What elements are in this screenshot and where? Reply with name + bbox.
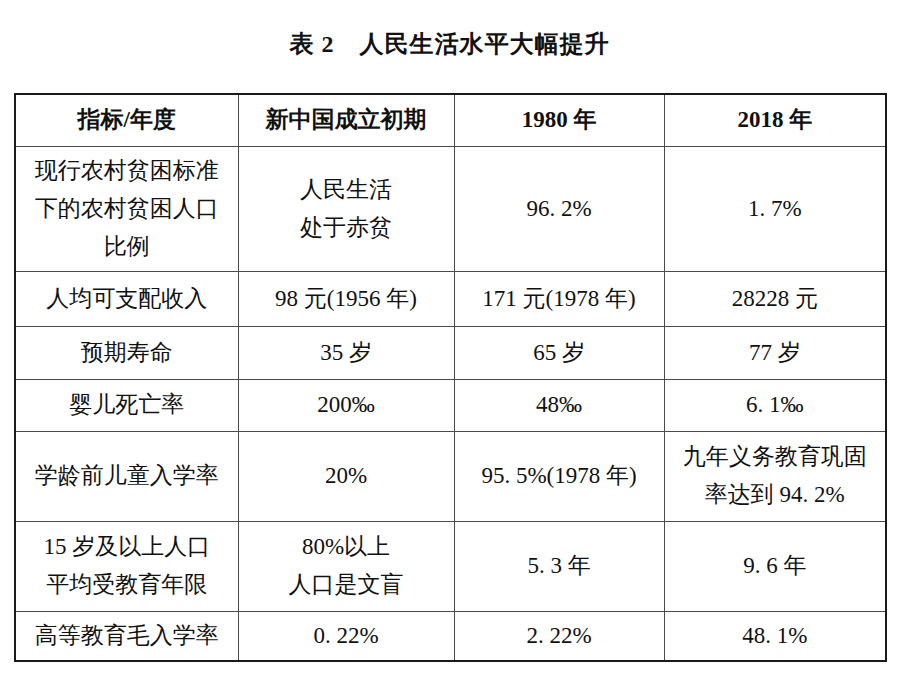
value-cell: 48‰	[454, 379, 664, 431]
table-row: 预期寿命 35 岁 65 岁 77 岁	[15, 326, 886, 379]
living-standards-table: 指标/年度 新中国成立初期 1980 年 2018 年 现行农村贫困标准 下的农…	[14, 93, 887, 662]
value-cell: 200‰	[238, 379, 454, 431]
table-row: 现行农村贫困标准 下的农村贫困人口 比例 人民生活 处于赤贫 96. 2% 1.…	[15, 146, 886, 271]
indicator-cell: 高等教育毛入学率	[15, 611, 238, 661]
table-row: 15 岁及以上人口 平均受教育年限 80%以上 人口是文盲 5. 3 年 9. …	[15, 521, 886, 611]
indicator-cell: 预期寿命	[15, 326, 238, 379]
indicator-cell: 15 岁及以上人口 平均受教育年限	[15, 521, 238, 611]
table-row: 人均可支配收入 98 元(1956 年) 171 元(1978 年) 28228…	[15, 271, 886, 326]
value-cell: 98 元(1956 年)	[238, 271, 454, 326]
indicator-cell: 婴儿死亡率	[15, 379, 238, 431]
indicator-cell: 人均可支配收入	[15, 271, 238, 326]
value-cell: 九年义务教育巩固 率达到 94. 2%	[664, 431, 886, 521]
document-page: 表 2 人民生活水平大幅提升 指标/年度 新中国成立初期 1980 年 2018…	[0, 0, 899, 678]
value-cell: 35 岁	[238, 326, 454, 379]
header-cell-indicator: 指标/年度	[15, 94, 238, 146]
header-cell-2018: 2018 年	[664, 94, 886, 146]
value-cell: 人民生活 处于赤贫	[238, 146, 454, 271]
table-row: 婴儿死亡率 200‰ 48‰ 6. 1‰	[15, 379, 886, 431]
table-row: 学龄前儿童入学率 20% 95. 5%(1978 年) 九年义务教育巩固 率达到…	[15, 431, 886, 521]
value-cell: 28228 元	[664, 271, 886, 326]
value-cell: 48. 1%	[664, 611, 886, 661]
indicator-cell: 学龄前儿童入学率	[15, 431, 238, 521]
value-cell: 20%	[238, 431, 454, 521]
indicator-cell: 现行农村贫困标准 下的农村贫困人口 比例	[15, 146, 238, 271]
value-cell: 5. 3 年	[454, 521, 664, 611]
value-cell: 96. 2%	[454, 146, 664, 271]
table-title: 表 2 人民生活水平大幅提升	[0, 28, 899, 60]
value-cell: 77 岁	[664, 326, 886, 379]
value-cell: 1. 7%	[664, 146, 886, 271]
header-cell-1980: 1980 年	[454, 94, 664, 146]
value-cell: 0. 22%	[238, 611, 454, 661]
value-cell: 171 元(1978 年)	[454, 271, 664, 326]
value-cell: 2. 22%	[454, 611, 664, 661]
header-row: 指标/年度 新中国成立初期 1980 年 2018 年	[15, 94, 886, 146]
header-cell-early-prc: 新中国成立初期	[238, 94, 454, 146]
table-row: 高等教育毛入学率 0. 22% 2. 22% 48. 1%	[15, 611, 886, 661]
value-cell: 65 岁	[454, 326, 664, 379]
value-cell: 6. 1‰	[664, 379, 886, 431]
value-cell: 80%以上 人口是文盲	[238, 521, 454, 611]
value-cell: 95. 5%(1978 年)	[454, 431, 664, 521]
value-cell: 9. 6 年	[664, 521, 886, 611]
